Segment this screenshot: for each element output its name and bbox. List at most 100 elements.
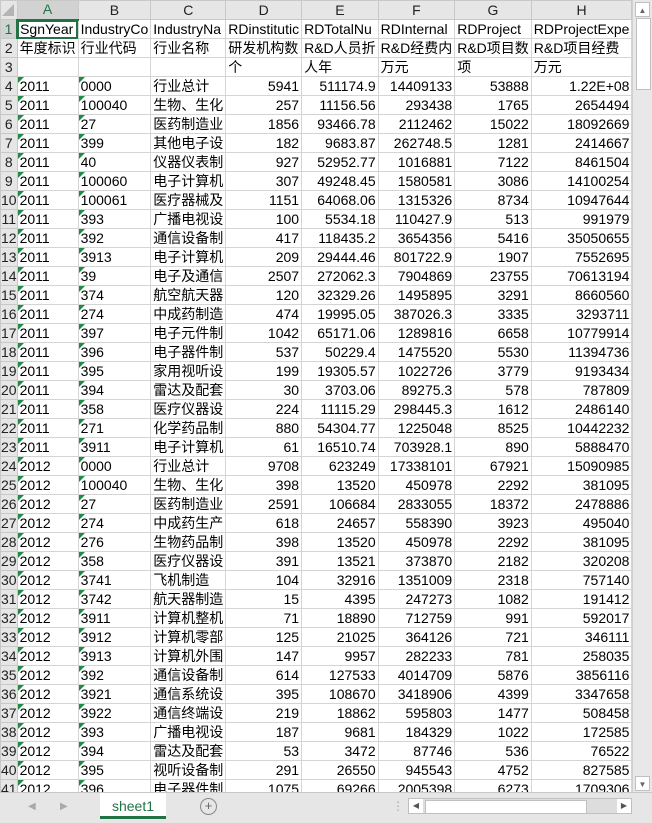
cell-a12[interactable]: 2011 — [17, 229, 78, 248]
cell-g25[interactable]: 2292 — [455, 476, 532, 495]
cell-b14[interactable]: 39 — [78, 267, 151, 286]
cell-h8[interactable]: 8461504 — [531, 153, 632, 172]
cell-b39[interactable]: 394 — [78, 742, 151, 761]
cell-c3[interactable] — [151, 58, 226, 77]
scroll-right-icon[interactable]: ▶ — [617, 799, 631, 813]
cell-a29[interactable]: 2012 — [17, 552, 78, 571]
cell-e30[interactable]: 32916 — [302, 571, 379, 590]
cell-b31[interactable]: 3742 — [78, 590, 151, 609]
row-header[interactable]: 16 — [1, 305, 18, 324]
cell-f15[interactable]: 1495895 — [378, 286, 455, 305]
cell-c30[interactable]: 飞机制造 — [151, 571, 226, 590]
cell-d17[interactable]: 1042 — [226, 324, 302, 343]
cell-h22[interactable]: 10442232 — [531, 419, 632, 438]
cell-g14[interactable]: 23755 — [455, 267, 532, 286]
cell-d13[interactable]: 209 — [226, 248, 302, 267]
column-header-h[interactable]: H — [531, 1, 632, 20]
cell-f30[interactable]: 1351009 — [378, 571, 455, 590]
row-header[interactable]: 13 — [1, 248, 18, 267]
cell-f7[interactable]: 262748.5 — [378, 134, 455, 153]
cell-a13[interactable]: 2011 — [17, 248, 78, 267]
cell-h37[interactable]: 508458 — [531, 704, 632, 723]
cell-g13[interactable]: 1907 — [455, 248, 532, 267]
cell-h36[interactable]: 3347658 — [531, 685, 632, 704]
cell-f19[interactable]: 1022726 — [378, 362, 455, 381]
row-header[interactable]: 39 — [1, 742, 18, 761]
cell-h38[interactable]: 172585 — [531, 723, 632, 742]
cell-e28[interactable]: 13520 — [302, 533, 379, 552]
cell-a41[interactable]: 2012 — [17, 780, 78, 793]
cell-h10[interactable]: 10947644 — [531, 191, 632, 210]
cell-e18[interactable]: 50229.4 — [302, 343, 379, 362]
cell-a36[interactable]: 2012 — [17, 685, 78, 704]
cell-d22[interactable]: 880 — [226, 419, 302, 438]
cell-c31[interactable]: 航天器制造 — [151, 590, 226, 609]
cell-g36[interactable]: 4399 — [455, 685, 532, 704]
cell-c9[interactable]: 电子计算机 — [151, 172, 226, 191]
cell-d14[interactable]: 2507 — [226, 267, 302, 286]
row-header[interactable]: 12 — [1, 229, 18, 248]
cell-h30[interactable]: 757140 — [531, 571, 632, 590]
cell-d2[interactable]: 研发机构数 — [226, 39, 302, 58]
cell-h3[interactable]: 万元 — [531, 58, 632, 77]
row-header[interactable]: 14 — [1, 267, 18, 286]
cell-d29[interactable]: 391 — [226, 552, 302, 571]
cell-d28[interactable]: 398 — [226, 533, 302, 552]
cell-g16[interactable]: 3335 — [455, 305, 532, 324]
cell-f23[interactable]: 703928.1 — [378, 438, 455, 457]
cell-e37[interactable]: 18862 — [302, 704, 379, 723]
cell-e19[interactable]: 19305.57 — [302, 362, 379, 381]
cell-a24[interactable]: 2012 — [17, 457, 78, 476]
cell-h28[interactable]: 381095 — [531, 533, 632, 552]
cell-e3[interactable]: 人年 — [302, 58, 379, 77]
cell-h33[interactable]: 346111 — [531, 628, 632, 647]
cell-b26[interactable]: 27 — [78, 495, 151, 514]
cell-e9[interactable]: 49248.45 — [302, 172, 379, 191]
cell-h27[interactable]: 495040 — [531, 514, 632, 533]
cell-b27[interactable]: 274 — [78, 514, 151, 533]
cell-b28[interactable]: 276 — [78, 533, 151, 552]
cell-e22[interactable]: 54304.77 — [302, 419, 379, 438]
row-header[interactable]: 19 — [1, 362, 18, 381]
row-header[interactable]: 24 — [1, 457, 18, 476]
row-header[interactable]: 36 — [1, 685, 18, 704]
cell-c20[interactable]: 雷达及配套 — [151, 381, 226, 400]
cell-c39[interactable]: 雷达及配套 — [151, 742, 226, 761]
vertical-scroll-thumb[interactable] — [636, 18, 651, 90]
cell-h7[interactable]: 2414667 — [531, 134, 632, 153]
row-header[interactable]: 29 — [1, 552, 18, 571]
row-header[interactable]: 17 — [1, 324, 18, 343]
cell-f27[interactable]: 558390 — [378, 514, 455, 533]
cell-a1[interactable]: SgnYear — [17, 20, 78, 39]
cell-a11[interactable]: 2011 — [17, 210, 78, 229]
cell-g38[interactable]: 1022 — [455, 723, 532, 742]
row-header[interactable]: 41 — [1, 780, 18, 793]
cell-b29[interactable]: 358 — [78, 552, 151, 571]
cell-g37[interactable]: 1477 — [455, 704, 532, 723]
column-header-f[interactable]: F — [378, 1, 455, 20]
cell-f9[interactable]: 1580581 — [378, 172, 455, 191]
cell-c11[interactable]: 广播电视设 — [151, 210, 226, 229]
row-header[interactable]: 21 — [1, 400, 18, 419]
cell-f39[interactable]: 87746 — [378, 742, 455, 761]
cell-f14[interactable]: 7904869 — [378, 267, 455, 286]
row-header[interactable]: 6 — [1, 115, 18, 134]
row-header[interactable]: 22 — [1, 419, 18, 438]
cell-f12[interactable]: 3654356 — [378, 229, 455, 248]
cell-d27[interactable]: 618 — [226, 514, 302, 533]
cell-e21[interactable]: 11115.29 — [302, 400, 379, 419]
row-header[interactable]: 15 — [1, 286, 18, 305]
cell-e10[interactable]: 64068.06 — [302, 191, 379, 210]
vertical-scrollbar[interactable]: ▲ ▼ — [632, 0, 652, 795]
column-header-d[interactable]: D — [226, 1, 302, 20]
cell-b20[interactable]: 394 — [78, 381, 151, 400]
cell-f26[interactable]: 2833055 — [378, 495, 455, 514]
select-all-corner[interactable] — [1, 1, 18, 20]
cell-d11[interactable]: 100 — [226, 210, 302, 229]
cell-h18[interactable]: 11394736 — [531, 343, 632, 362]
cell-a22[interactable]: 2011 — [17, 419, 78, 438]
cell-d16[interactable]: 474 — [226, 305, 302, 324]
cell-c6[interactable]: 医药制造业 — [151, 115, 226, 134]
cell-b38[interactable]: 393 — [78, 723, 151, 742]
